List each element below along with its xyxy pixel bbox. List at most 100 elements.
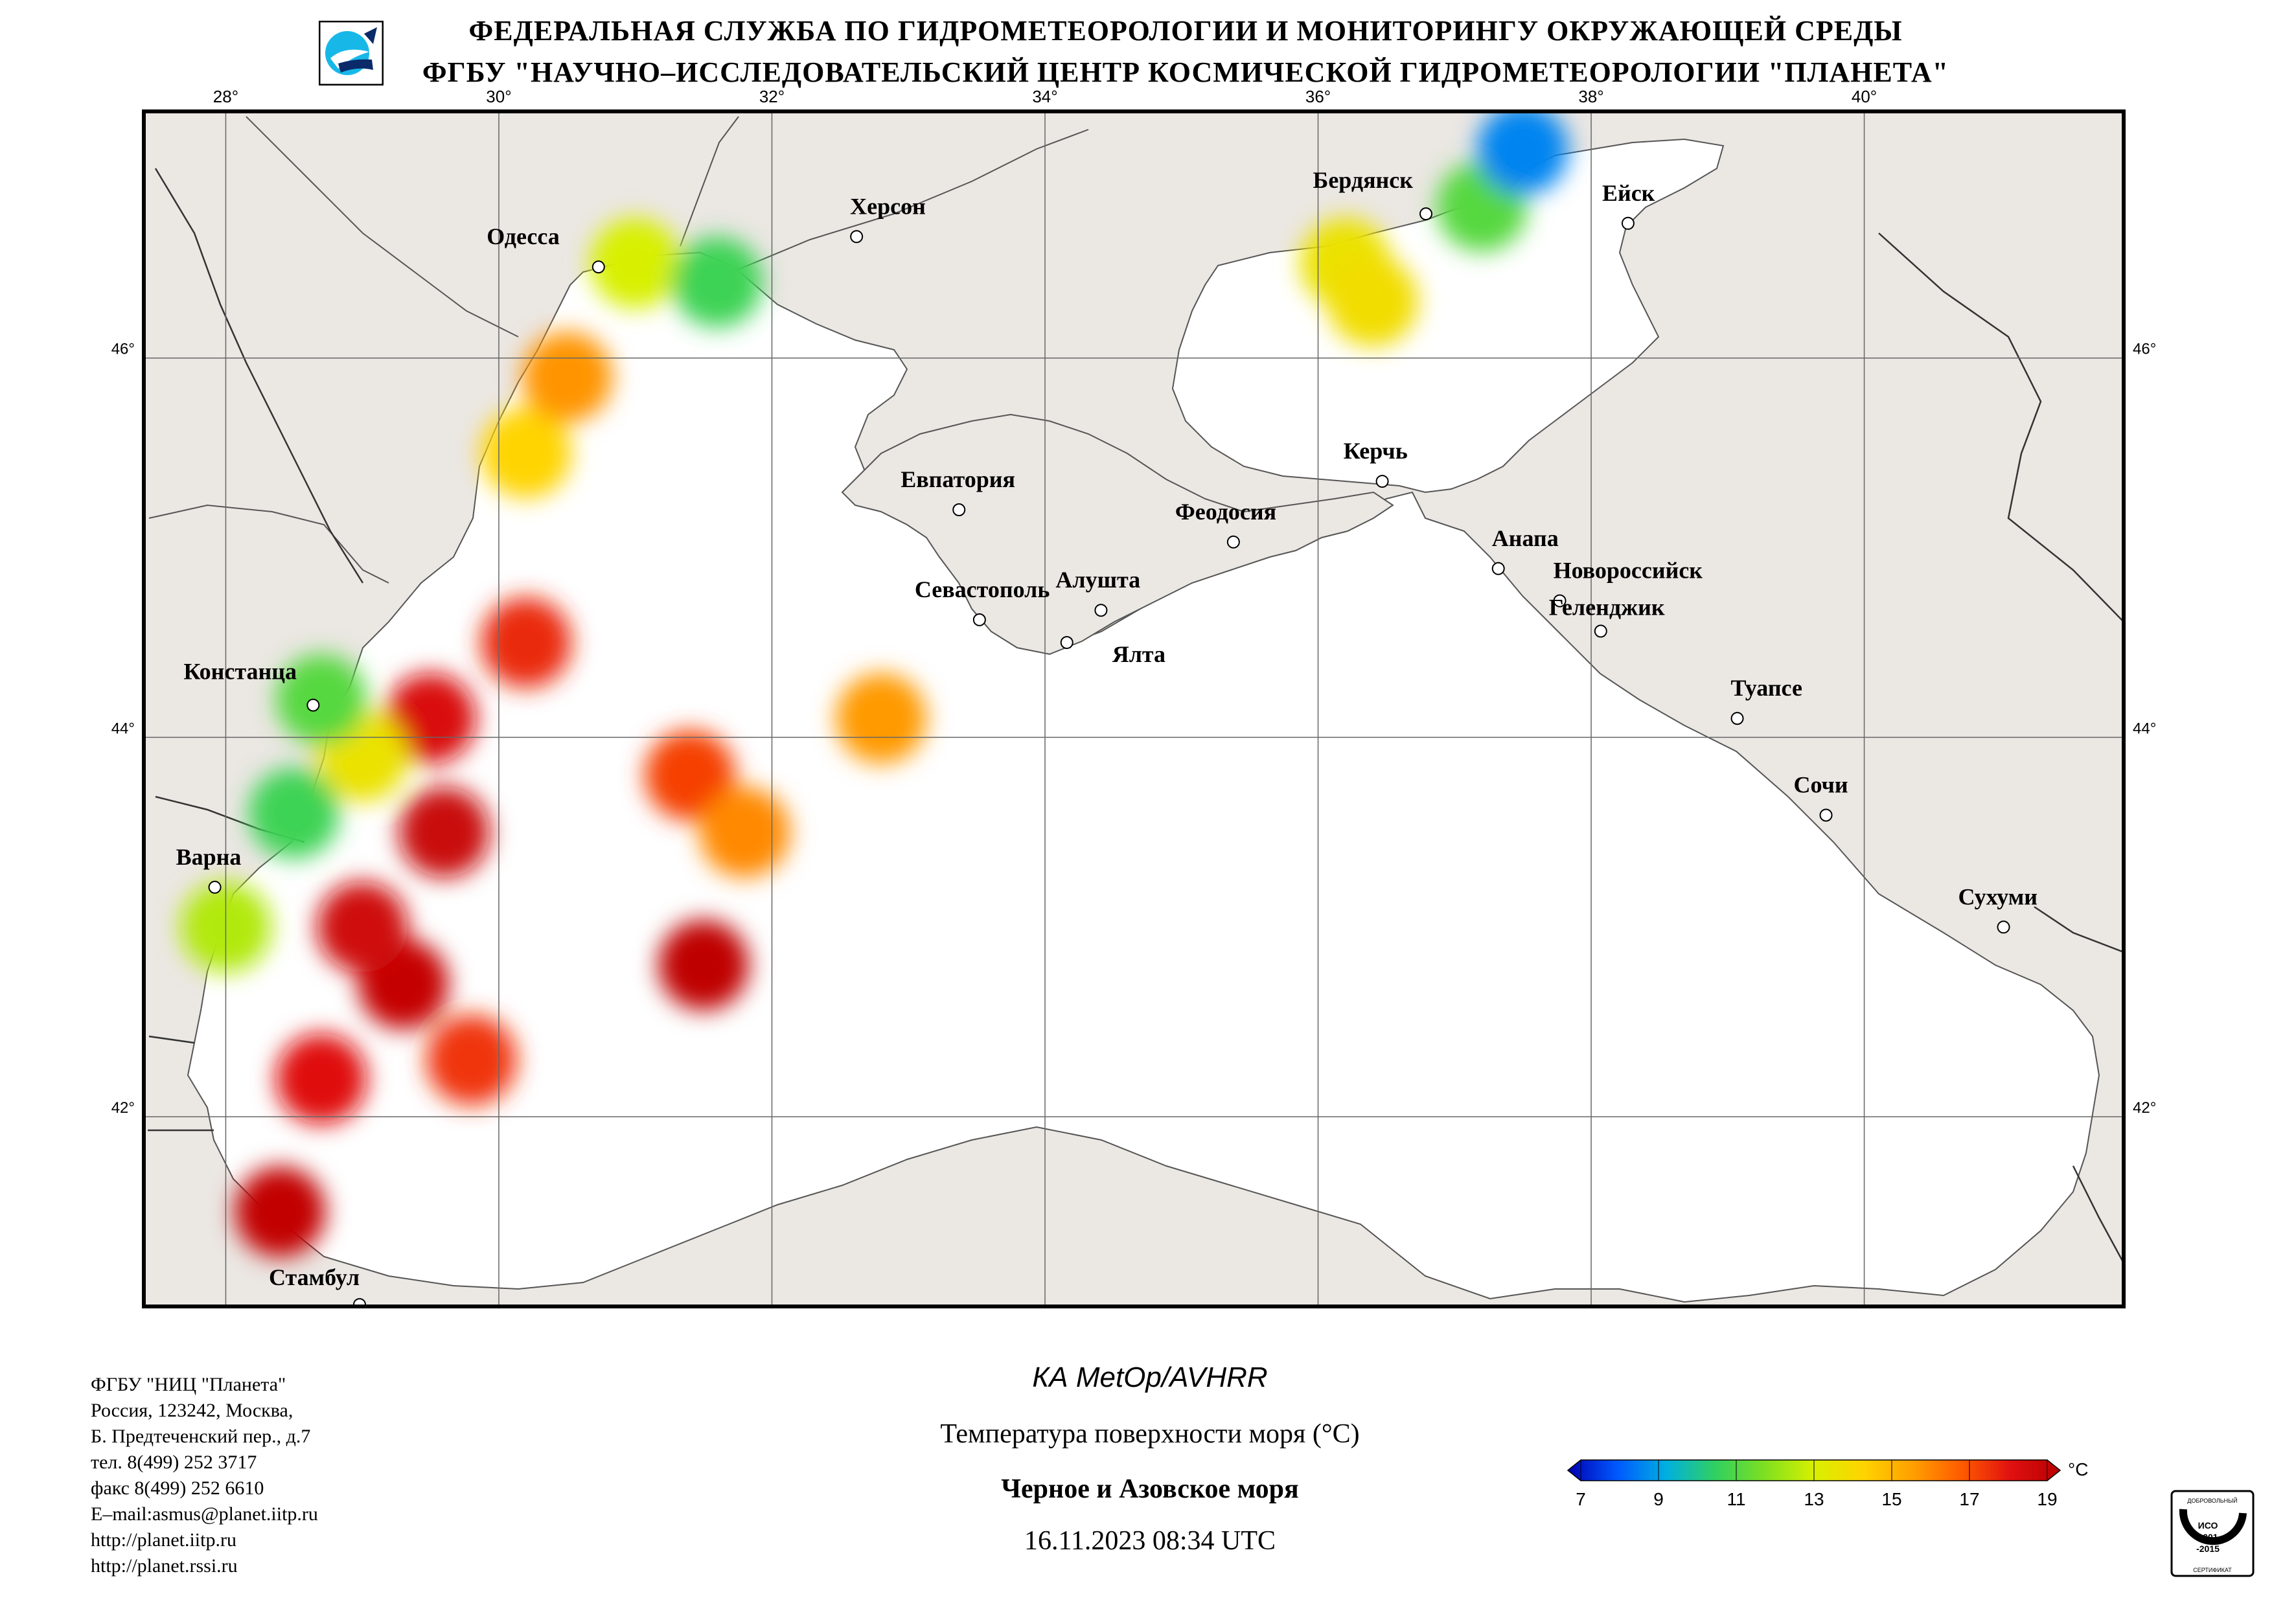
cert-line1: ДОБРОВОЛЬНЫЙ xyxy=(2187,1497,2237,1504)
sst-patch xyxy=(645,730,736,821)
colorbar-tick-label: 7 xyxy=(1576,1489,1586,1509)
city-marker xyxy=(1594,624,1607,638)
city-label: Ейск xyxy=(1602,180,1655,206)
sst-patch xyxy=(590,218,681,309)
border-line xyxy=(1878,233,2124,622)
contact-line: факс 8(499) 252 6610 xyxy=(91,1477,264,1499)
lat-tick-label: 44° xyxy=(2133,720,2156,737)
city-label: Севастополь xyxy=(915,576,1050,602)
city-label: Ялта xyxy=(1112,641,1165,667)
sst-patch xyxy=(481,407,572,499)
lon-tick-label: 30° xyxy=(486,87,511,106)
lon-tick-label: 36° xyxy=(1305,87,1331,106)
danube-river xyxy=(148,504,389,584)
sst-patch xyxy=(275,654,367,745)
city-markers: Одесса Херсон Бердянск Ейск Евпатория Керчь Фе… xyxy=(176,167,2038,1306)
city-marker xyxy=(1621,216,1635,230)
city-marker xyxy=(1819,808,1833,822)
city-label: Геленджик xyxy=(1549,594,1665,620)
city-label: Евпатория xyxy=(901,466,1015,492)
city-label: Варна xyxy=(176,844,242,870)
city-label: Херсон xyxy=(850,193,926,219)
map-frame xyxy=(142,109,2126,1308)
caption-satellite: КА MetOp/AVHRR xyxy=(1032,1362,1268,1393)
contact-line: E–mail:asmus@planet.iitp.ru xyxy=(91,1503,318,1525)
city-marker xyxy=(1730,712,1744,725)
sst-patch xyxy=(385,673,476,764)
city-marker xyxy=(1491,562,1505,575)
cert-line4: -2015 xyxy=(2196,1544,2220,1554)
crimea-land xyxy=(841,413,1394,655)
city-marker xyxy=(1094,604,1108,617)
colorbar-tick-label: 13 xyxy=(1804,1489,1824,1509)
planeta-logo-icon xyxy=(319,21,384,85)
sst-patch xyxy=(658,919,750,1010)
city-marker xyxy=(952,503,966,516)
border-line xyxy=(2072,1165,2124,1264)
sst-patch xyxy=(398,786,490,878)
colorbar-tick-label: 11 xyxy=(1727,1489,1745,1509)
contact-line: тел. 8(499) 252 3717 xyxy=(91,1452,257,1473)
city-marker xyxy=(1997,920,2010,934)
cert-line2: ИСО xyxy=(2198,1520,2218,1531)
header-center: ФГБУ "НАУЧНО–ИССЛЕДОВАТЕЛЬСКИЙ ЦЕНТР КОС… xyxy=(422,56,1949,88)
iso-certificate-icon: ДОБРОВОЛЬНЫЙ ИСО 9001 -2015 СЕРТИФИКАТ xyxy=(2170,1490,2255,1577)
sst-patch xyxy=(672,236,763,328)
city-marker xyxy=(306,698,320,712)
sst-patch xyxy=(522,332,613,422)
bug-river xyxy=(680,116,739,247)
lon-tick-label: 28° xyxy=(213,1319,238,1321)
sst-map: Одесса Херсон Бердянск Ейск Евпатория Керчь Фе… xyxy=(111,87,2157,1321)
sst-layer xyxy=(180,111,1568,1257)
lat-tick-label: 44° xyxy=(111,720,135,737)
city-label: Сухуми xyxy=(1958,883,2038,909)
caption-region: Черное и Азовское моря xyxy=(1001,1474,1299,1504)
city-marker xyxy=(850,230,864,244)
lon-tick-label: 32° xyxy=(759,1319,785,1321)
city-label: Новороссийск xyxy=(1554,558,1703,584)
caption-datetime: 16.11.2023 08:34 UTC xyxy=(1024,1526,1276,1556)
lon-tick-label: 30° xyxy=(486,1319,511,1321)
city-marker xyxy=(1060,636,1073,649)
city-marker xyxy=(1419,207,1433,221)
city-marker xyxy=(1226,535,1240,549)
sst-patch xyxy=(699,786,790,878)
border-line xyxy=(148,1035,195,1044)
sst-patch xyxy=(426,1014,517,1106)
city-label: Керчь xyxy=(1344,438,1408,464)
colorbar-tick-label: 9 xyxy=(1653,1489,1664,1509)
city-label: Феодосия xyxy=(1175,499,1276,525)
sst-patch xyxy=(1477,111,1568,195)
contact-line: http://planet.rssi.ru xyxy=(91,1555,238,1577)
sst-patch xyxy=(235,1166,326,1257)
colorbar-tick-label: 19 xyxy=(2037,1489,2057,1509)
axis-ticks: 28° 28° 30° 30° 32° 32° 34° 34° 36° 36° 38° 38° 40° 4… xyxy=(111,87,2157,1321)
contact-line: Россия, 123242, Москва, xyxy=(91,1400,293,1421)
city-label: Констанца xyxy=(183,659,297,685)
cert-line5: СЕРТИФИКАТ xyxy=(2193,1567,2232,1573)
lon-tick-label: 28° xyxy=(213,87,238,106)
caption-parameter: Температура поверхности моря (°С) xyxy=(940,1419,1360,1449)
lon-tick-label: 34° xyxy=(1032,87,1057,106)
city-label: Сочи xyxy=(1794,772,1848,798)
colorbar: 7 9 11 13 15 17 19 °С xyxy=(1567,1459,2088,1509)
sst-patch xyxy=(836,673,927,764)
sst-patch xyxy=(248,768,339,859)
lat-tick-label: 42° xyxy=(111,1099,135,1117)
city-label: Стамбул xyxy=(269,1264,360,1290)
city-marker xyxy=(1375,475,1389,488)
border-line xyxy=(2034,906,2124,953)
city-label: Одесса xyxy=(487,223,560,249)
city-marker xyxy=(208,880,222,894)
city-marker xyxy=(591,260,605,274)
colorbar-unit: °С xyxy=(2068,1459,2088,1479)
header-agency: ФЕДЕРАЛЬНАЯ СЛУЖБА ПО ГИДРОМЕТЕОРОЛОГИИ … xyxy=(468,15,1903,47)
colorbar-tick-label: 15 xyxy=(1881,1489,1901,1509)
colorbar-tick-label: 17 xyxy=(1959,1489,1979,1509)
contact-line: ФГБУ "НИЦ "Планета" xyxy=(91,1374,286,1395)
lon-tick-label: 32° xyxy=(759,87,785,106)
lat-tick-label: 42° xyxy=(2133,1099,2156,1117)
sst-patch xyxy=(275,1033,367,1124)
city-marker xyxy=(972,613,986,626)
lat-tick-label: 46° xyxy=(111,341,135,358)
